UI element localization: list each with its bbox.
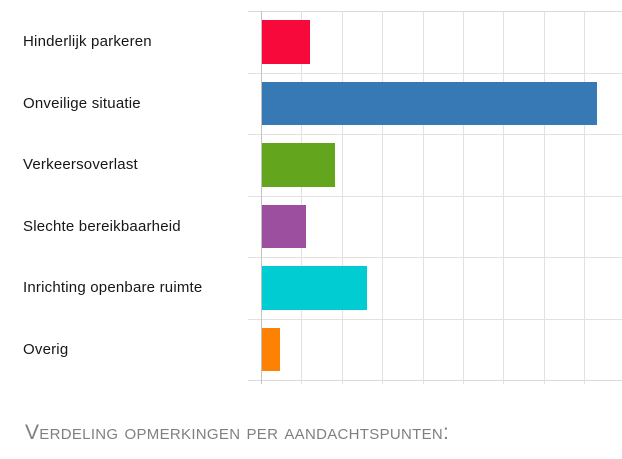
vertical-gridline	[503, 11, 505, 384]
bar-overig	[262, 327, 281, 371]
bar-hinderlijk-parkeren	[262, 20, 311, 64]
horizontal-gridline	[248, 257, 622, 258]
category-label: Onveilige situatie	[23, 94, 141, 112]
vertical-gridline	[301, 11, 303, 384]
chart-caption: Verdeling opmerkingen per aandachtspunte…	[25, 421, 450, 444]
vertical-gridline	[463, 11, 464, 384]
category-label: Slechte bereikbaarheid	[23, 217, 181, 235]
category-label: Verkeersoverlast	[23, 156, 138, 174]
plot-border-line	[248, 11, 622, 12]
horizontal-gridline	[248, 134, 622, 135]
value-axis-line	[261, 11, 262, 384]
horizontal-gridline	[248, 318, 622, 320]
plot-border-line	[248, 380, 622, 381]
vertical-gridline	[341, 11, 343, 384]
bar-inrichting-openbare-ruimte	[262, 266, 368, 310]
vertical-gridline	[422, 11, 424, 384]
bar-slechte-bereikbaarheid	[262, 204, 307, 248]
category-label: Overig	[23, 340, 69, 358]
category-label: Inrichting openbare ruimte	[23, 279, 203, 297]
category-label: Hinderlijk parkeren	[23, 33, 152, 51]
plot-area	[248, 11, 622, 384]
horizontal-gridline	[248, 195, 622, 197]
vertical-gridline	[543, 11, 545, 384]
bar-onveilige-situatie	[262, 81, 598, 125]
horizontal-gridline	[248, 72, 622, 74]
bar-verkeersoverlast	[262, 143, 335, 187]
vertical-gridline	[382, 11, 384, 384]
vertical-gridline	[584, 11, 586, 384]
category-axis-labels: Hinderlijk parkeren Onveilige situatie V…	[23, 11, 258, 380]
